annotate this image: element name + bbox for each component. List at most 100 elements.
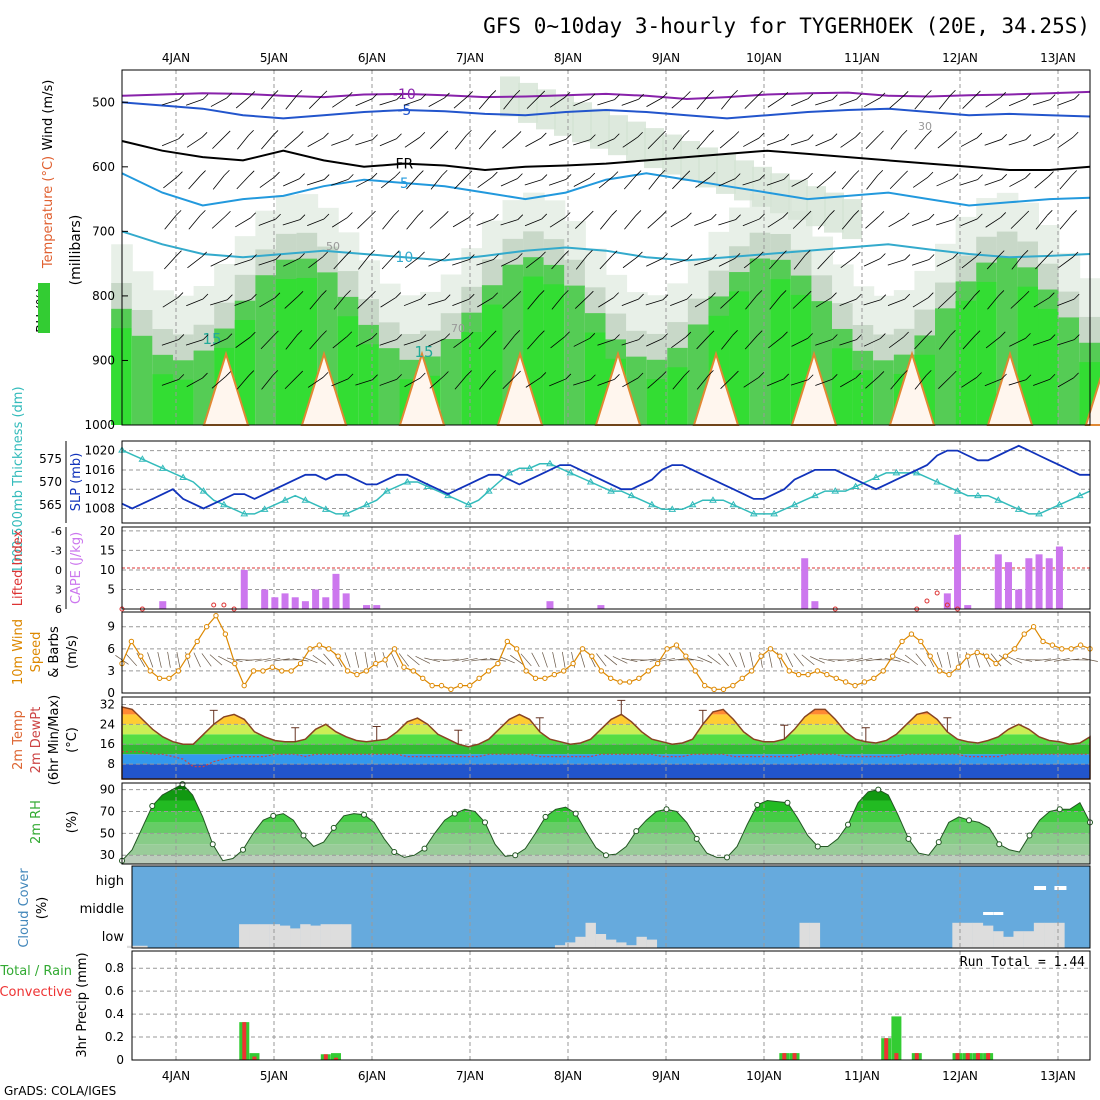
wind-marker: [344, 668, 351, 674]
wind-barb: [635, 210, 642, 216]
wind-barb: [807, 172, 813, 179]
wind-marker: [391, 646, 398, 652]
wind-marker: [871, 675, 877, 681]
wind-barb: [589, 333, 596, 339]
wind-barb: [887, 298, 905, 306]
temp-tick: 16: [100, 737, 115, 751]
wind-marker: [899, 638, 905, 645]
wind-barb: [758, 251, 764, 258]
thickness-marker: [749, 509, 758, 517]
rh-band: [667, 367, 689, 425]
cape-bar: [271, 597, 279, 609]
rh-band: [644, 128, 664, 169]
wind-barb: [662, 333, 668, 339]
rh-band: [440, 339, 463, 425]
wind-marker: [429, 682, 435, 689]
precip-tick: 0: [116, 1053, 124, 1067]
wind-marker: [504, 638, 511, 645]
wind-barb: [283, 178, 300, 187]
rh-band: [976, 281, 998, 425]
contour-label: 5: [400, 176, 409, 192]
wind-marker: [523, 668, 529, 674]
wind-barb: [307, 137, 324, 148]
rh-marker: [754, 801, 761, 808]
wind-barb: [928, 213, 935, 220]
rh-band: [572, 102, 592, 143]
wind-barb: [744, 335, 758, 350]
wind-barb: [694, 259, 712, 266]
wind-barb: [573, 337, 591, 347]
precip-tick: 0.6: [105, 984, 124, 998]
wind-barb: [394, 171, 401, 177]
wind-barb: [225, 210, 231, 217]
wind-barb: [273, 658, 290, 662]
wind-barb: [430, 175, 443, 190]
axis-label: 2m RH: [29, 800, 44, 844]
wind-barb: [164, 255, 177, 270]
wind-barb: [209, 654, 223, 666]
wind-barb: [805, 210, 812, 217]
slp-tick: 1016: [84, 463, 115, 477]
wind-barb: [573, 139, 591, 146]
low-cloud-bar: [239, 924, 250, 948]
wind-barb: [147, 652, 154, 668]
wind-barb: [514, 330, 521, 336]
wind-barb: [718, 258, 736, 267]
precip-convective-bar: [792, 1053, 797, 1060]
thickness-marker: [321, 505, 330, 512]
wind-barb: [563, 250, 569, 256]
wind-barb: [452, 259, 470, 266]
wind-barb: [785, 652, 794, 668]
wind-barb: [793, 255, 806, 270]
wind-barb: [282, 219, 301, 226]
cape-tick: 20: [100, 524, 115, 538]
wind-barb: [590, 374, 596, 381]
wind-barb: [926, 330, 933, 337]
wind-barb: [901, 370, 908, 376]
wind-barb: [660, 130, 667, 137]
cape-bar: [301, 601, 309, 609]
axis-label: (6hr Min/Max): [47, 695, 62, 785]
wind-barb: [684, 370, 690, 376]
wind-barb: [323, 213, 330, 220]
wind-barb: [564, 331, 570, 338]
wind-barb: [1059, 215, 1072, 230]
day-label: 13JAN: [1040, 51, 1076, 65]
rh-legend-swatch: [38, 283, 50, 333]
wind-barb: [914, 375, 927, 390]
wind-marker: [918, 638, 924, 645]
wind-barb: [947, 651, 952, 668]
wind-barb: [672, 135, 685, 150]
wind-barb: [372, 134, 378, 140]
wind-barb: [251, 293, 257, 300]
wind-barb: [975, 90, 981, 97]
upper-air-frame: [121, 69, 1091, 426]
wind-barb: [201, 132, 208, 138]
wind-barb: [297, 370, 304, 377]
rh-band: [935, 308, 957, 425]
cloud-tick: high: [96, 874, 124, 889]
wind-barb: [841, 175, 855, 190]
wind-tick: 9: [107, 620, 115, 634]
precip-convective-bar: [975, 1053, 980, 1060]
wind-barb: [1000, 92, 1007, 98]
wind-barb: [332, 336, 348, 349]
wind-marker: [1059, 646, 1065, 652]
y-tick-label: 800: [92, 289, 115, 303]
wind-tick: 3: [107, 664, 115, 678]
wind-barb: [839, 377, 857, 388]
wind-barb: [904, 254, 911, 260]
wind-barb: [186, 298, 204, 307]
wind-barb: [390, 652, 399, 668]
wind-barb: [296, 89, 303, 96]
wind-barb: [260, 335, 274, 350]
wind-barb: [684, 170, 691, 177]
rh-band: [255, 275, 277, 425]
wind-barb: [856, 293, 862, 300]
wind-barb: [815, 297, 832, 308]
wind-barb: [500, 258, 518, 267]
rh-tick: 90: [100, 783, 115, 797]
contour-label: 15: [414, 343, 433, 361]
wind-barb: [721, 95, 733, 110]
